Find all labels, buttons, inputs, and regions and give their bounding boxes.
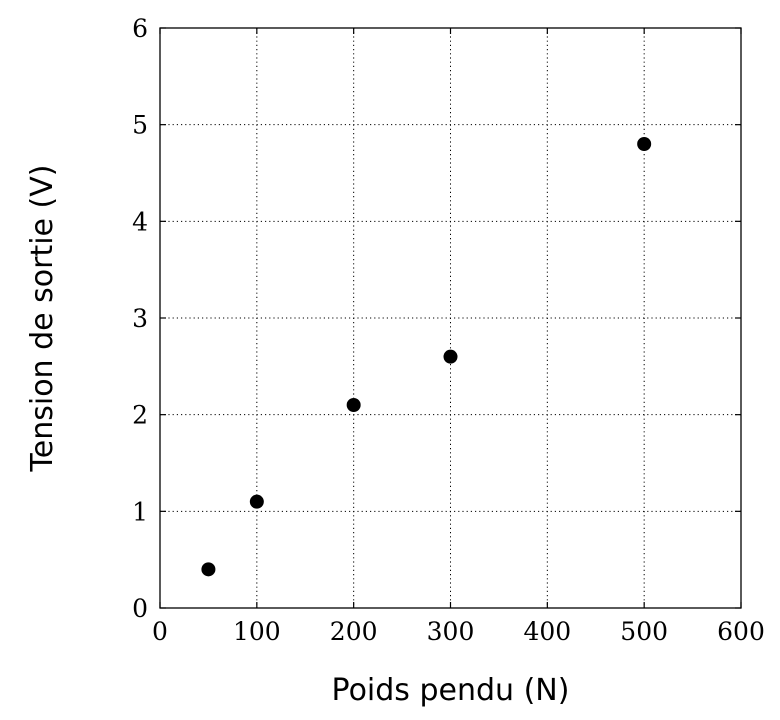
data-point [346, 398, 361, 412]
data-point [201, 562, 216, 577]
y-tick-label: 6 [132, 14, 148, 43]
data-point [249, 494, 264, 509]
y-tick-label: 2 [132, 401, 148, 430]
x-tick-label: 0 [152, 617, 168, 646]
grid [160, 28, 741, 608]
data-points [201, 137, 652, 577]
x-tick-label: 400 [523, 617, 571, 646]
axis-ticks [159, 27, 742, 609]
x-axis-title: Poids pendu (N) [332, 673, 570, 708]
y-tick-label: 0 [132, 594, 148, 623]
data-point [637, 137, 652, 151]
x-tick-label: 100 [233, 617, 281, 646]
y-tick-labels: 0 1 2 3 4 5 6 [132, 14, 148, 623]
y-tick-label: 3 [132, 304, 148, 333]
x-tick-label: 200 [330, 617, 378, 646]
y-tick-label: 5 [132, 111, 148, 140]
x-tick-label: 300 [427, 617, 475, 646]
x-tick-label: 500 [620, 617, 668, 646]
y-tick-label: 1 [132, 497, 148, 526]
y-tick-label: 4 [132, 207, 148, 236]
data-point [443, 349, 458, 364]
y-axis-title: Tension de sortie (V) [25, 165, 60, 473]
x-tick-label: 600 [717, 617, 765, 646]
x-tick-labels: 0 100 200 300 400 500 600 [152, 617, 765, 646]
